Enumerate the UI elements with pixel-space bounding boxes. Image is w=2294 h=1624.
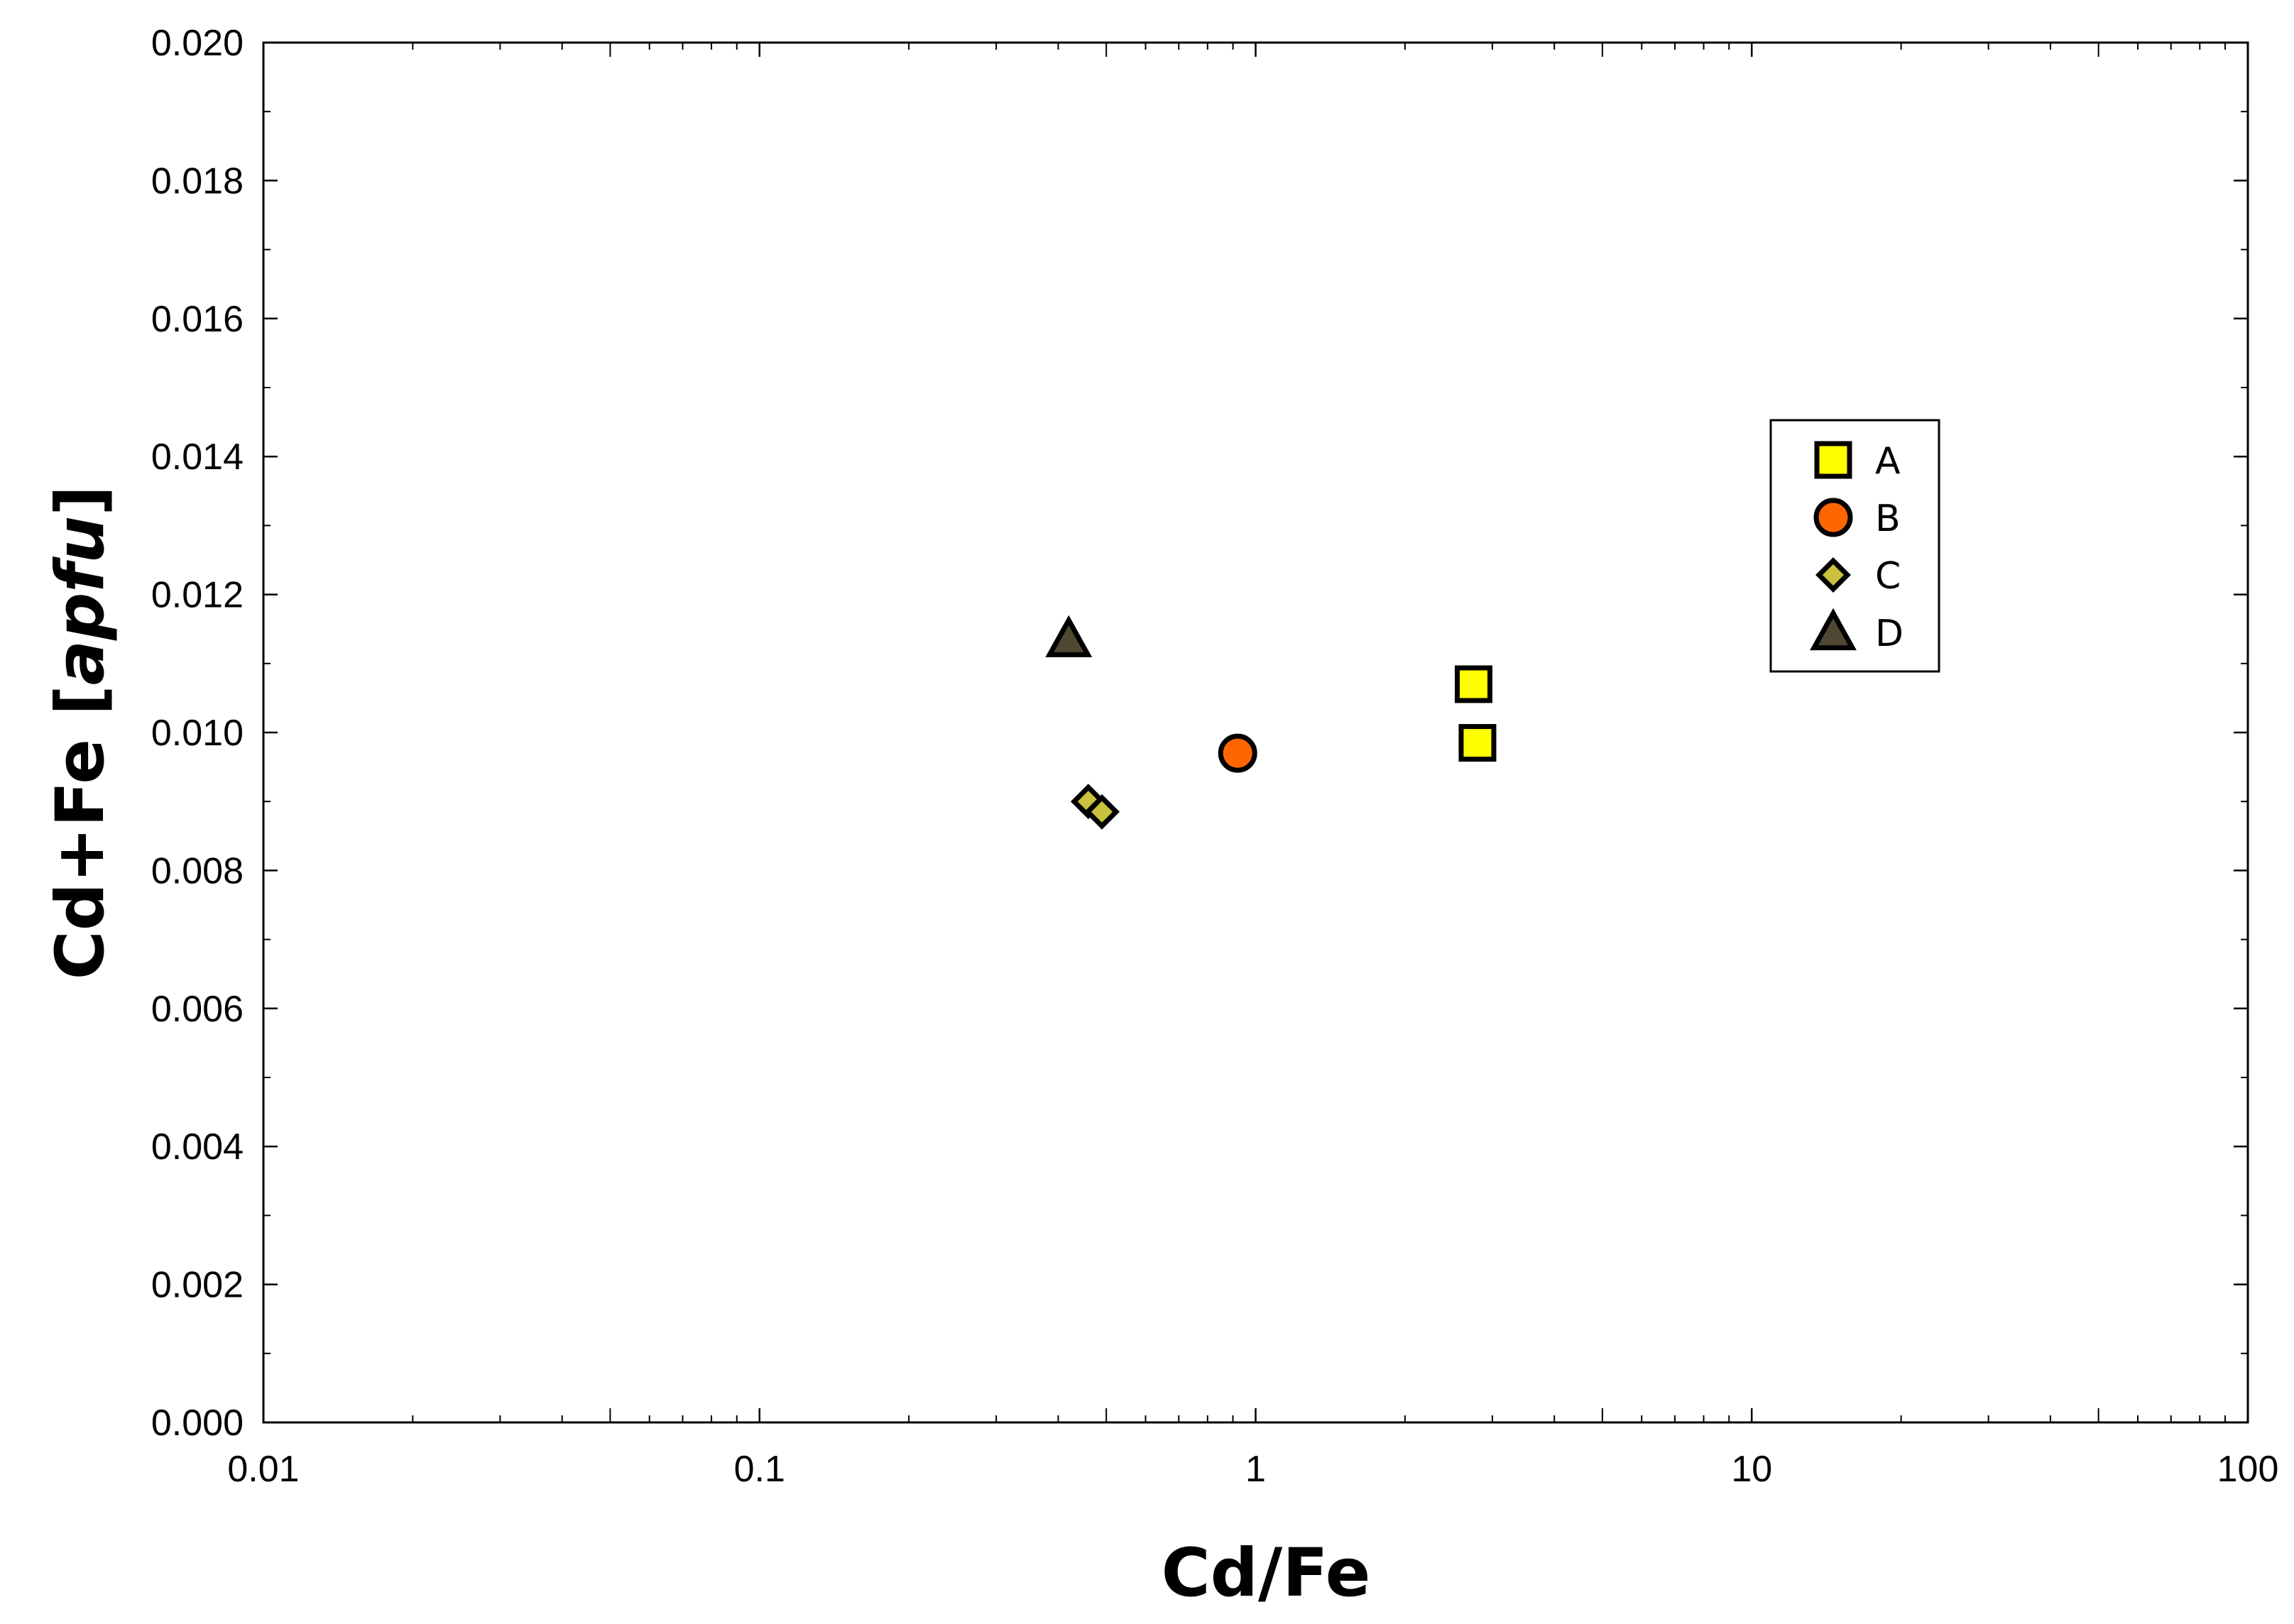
x-tick-label: 0.1 <box>734 1449 785 1490</box>
y-tick-label: 0.008 <box>151 850 244 891</box>
x-tick-label: 1 <box>1245 1449 1266 1490</box>
y-tick-label: 0.002 <box>151 1265 244 1306</box>
legend-label-c: C <box>1875 555 1901 598</box>
legend-label-b: B <box>1875 498 1901 540</box>
y-tick-label: 0.018 <box>151 160 244 202</box>
legend-label-a: A <box>1875 440 1901 483</box>
legend-marker-b <box>1813 498 1853 537</box>
legend-marker-c <box>1815 557 1851 593</box>
x-tick-label: 100 <box>2217 1449 2279 1490</box>
legend-marker-a <box>1814 441 1852 479</box>
y-tick-label: 0.016 <box>151 299 244 340</box>
x-axis-title: Cd/Fe <box>1162 1535 1371 1612</box>
y-axis-title: Cd+Fe [apfu] <box>42 485 119 980</box>
axis-ticks <box>262 41 2249 1424</box>
plot-frame <box>262 41 2249 1424</box>
y-tick-label: 0.014 <box>151 437 244 478</box>
x-tick-label: 0.01 <box>227 1449 299 1490</box>
legend-box <box>1769 419 1940 673</box>
x-tick-label: 10 <box>1731 1449 1772 1490</box>
data-point-b <box>1218 733 1257 773</box>
y-tick-label: 0.012 <box>151 575 244 616</box>
y-tick-label: 0.004 <box>151 1126 244 1168</box>
y-axis-tick-labels: 0.000 0.002 0.004 0.006 0.008 0.010 0.012 0.014… <box>151 23 244 1444</box>
y-axis-title-unit: apfu <box>42 516 119 686</box>
y-tick-label: 0.020 <box>151 23 244 64</box>
legend-label-d: D <box>1875 613 1904 655</box>
y-tick-label: 0.006 <box>151 989 244 1030</box>
data-point-a <box>1454 665 1492 703</box>
y-tick-label: 0.000 <box>151 1403 244 1444</box>
data-points <box>1045 615 1497 830</box>
y-axis-title-main: Cd+Fe <box>42 715 119 980</box>
data-point-d <box>1045 615 1093 657</box>
y-axis-title-bracket-open: [ <box>42 685 119 715</box>
y-axis-title-bracket-close: ] <box>42 485 119 516</box>
y-tick-label: 0.010 <box>151 713 244 754</box>
data-point-a <box>1458 724 1497 762</box>
legend-marker-d <box>1810 608 1857 651</box>
x-axis-tick-labels: 0.01 0.1 1 10 100 <box>227 1449 2278 1490</box>
data-point-c <box>1084 794 1120 830</box>
